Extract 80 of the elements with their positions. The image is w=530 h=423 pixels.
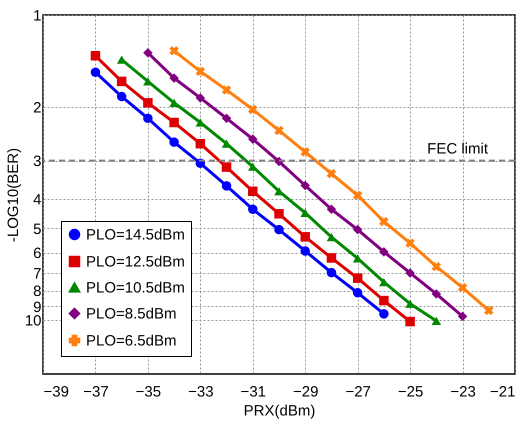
point (432, 316, 442, 326)
point (90, 68, 100, 77)
x-tick-label: −37 (83, 384, 109, 400)
point (248, 104, 258, 114)
y-tick-label: 3 (33, 153, 42, 170)
point (116, 76, 126, 86)
point (169, 98, 179, 107)
point (143, 48, 153, 58)
point (405, 300, 415, 308)
point (300, 208, 310, 218)
point (196, 66, 206, 76)
point (379, 309, 389, 319)
point (326, 253, 336, 263)
legend-label: PLO=10.5dBm (86, 280, 185, 296)
point (352, 254, 362, 262)
point (274, 126, 284, 136)
point (352, 273, 362, 283)
point (248, 134, 258, 144)
point (222, 85, 232, 95)
y-tick-label: 8 (33, 283, 42, 300)
legend-label: PLO=6.5dBm (86, 332, 176, 350)
y-axis-title: -LOG10(BER) (4, 148, 22, 242)
point (326, 204, 336, 214)
ref-line-label: FEC limit (427, 140, 489, 158)
x-axis-title: PRX(dBm) (244, 402, 316, 420)
point (222, 114, 232, 124)
point (300, 180, 310, 190)
x-tick-label: −29 (292, 384, 318, 400)
point (326, 168, 336, 178)
point (248, 186, 258, 196)
y-tick-label: 4 (33, 191, 42, 208)
point (143, 114, 153, 124)
y-tick-label: 7 (33, 265, 42, 282)
point (90, 51, 100, 61)
point (326, 268, 336, 278)
point (405, 316, 415, 326)
point (300, 147, 310, 157)
point (196, 93, 206, 103)
point (274, 224, 284, 234)
point (274, 209, 284, 219)
point (116, 92, 126, 102)
legend-label: PLO=14.5dBm (86, 226, 185, 244)
x-tick-label: −33 (188, 384, 214, 400)
y-tick-label: 5 (33, 220, 42, 238)
point (169, 137, 179, 147)
x-tick-label: −23 (450, 384, 476, 400)
point (352, 190, 362, 200)
point (458, 312, 468, 322)
point (143, 98, 153, 108)
point (222, 181, 232, 191)
point (222, 162, 232, 172)
point (352, 288, 362, 298)
y-tick-label: 2 (33, 99, 42, 116)
x-tick-label: −31 (240, 384, 266, 400)
legend-label: PLO=12.5dBm (86, 254, 185, 270)
y-tick-label: 1 (33, 8, 42, 24)
point (169, 46, 179, 56)
point (196, 138, 206, 148)
x-tick-label: −25 (398, 384, 424, 400)
point (379, 216, 389, 226)
point (300, 246, 310, 256)
x-tick-label: −21 (490, 384, 516, 400)
point (405, 268, 415, 278)
point (379, 296, 389, 306)
point (169, 118, 179, 128)
point (432, 289, 442, 299)
point (352, 224, 362, 234)
point (405, 238, 415, 248)
legend-label: PLO=8.5dBm (86, 306, 176, 322)
y-tick-label: 6 (33, 245, 42, 262)
point (379, 247, 389, 257)
x-tick-label: −27 (345, 384, 371, 400)
point (432, 262, 442, 272)
point (300, 232, 310, 242)
x-tick-label: −35 (136, 384, 162, 400)
point (484, 306, 494, 316)
point (169, 73, 179, 83)
point (458, 282, 468, 292)
x-tick-label: −39 (44, 384, 69, 400)
point (248, 204, 258, 214)
